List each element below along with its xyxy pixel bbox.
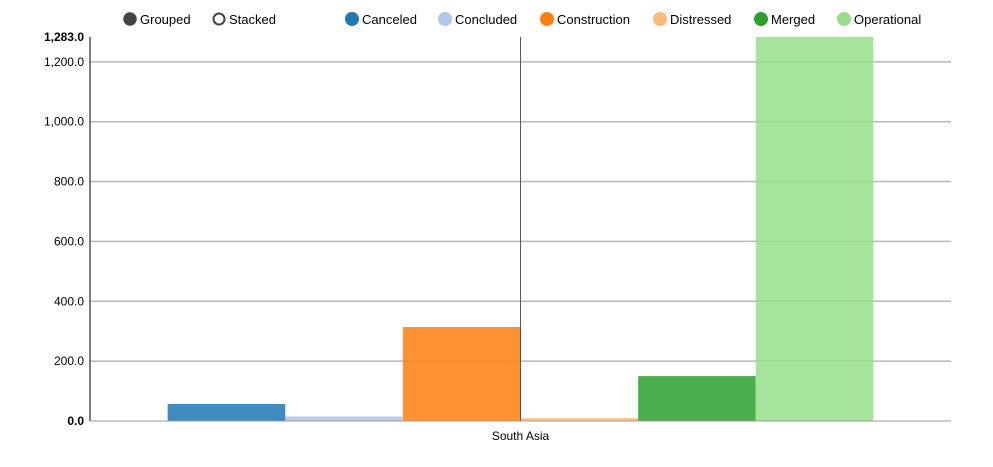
legend-swatch-icon[interactable] [438,12,452,26]
y-tick-label: 400.0 [54,294,84,308]
bar-distressed[interactable] [520,418,639,421]
stacked-option[interactable]: Stacked [212,12,276,27]
legend-item-concluded[interactable]: Concluded [438,12,518,27]
legend-swatch-icon[interactable] [754,12,768,26]
legend: Canceled Concluded Construction Distressed M… [345,12,922,27]
mode-controls: Grouped Stacked [123,12,276,27]
y-tick-label: 1,200.0 [44,55,84,69]
legend-item-construction[interactable]: Construction [540,12,630,27]
y-tick-label: 800.0 [54,175,84,189]
legend-label: Merged [771,12,815,27]
y-tick-label: 0.0 [67,414,84,428]
legend-label: Concluded [455,12,517,27]
legend-item-distressed[interactable]: Distressed [653,12,732,27]
legend-swatch-icon[interactable] [345,12,359,26]
grouped-label: Grouped [140,12,191,27]
axes: 0.0 200.0 400.0 600.0 800.0 1,000.0 1,200.0 1,2… [44,30,951,443]
legend-label: Construction [557,12,630,27]
legend-label: Distressed [670,12,731,27]
legend-item-merged[interactable]: Merged [754,12,816,27]
legend-label: Canceled [362,12,417,27]
bar-concluded[interactable] [285,416,403,421]
legend-item-operational[interactable]: Operational [837,12,922,27]
y-tick-label: 200.0 [54,354,84,368]
legend-item-canceled[interactable]: Canceled [345,12,417,27]
y-tick-label: 1,000.0 [44,115,84,129]
legend-swatch-icon[interactable] [653,12,667,26]
grouped-radio-icon[interactable] [123,12,137,26]
y-tick-label: 600.0 [54,234,84,248]
legend-swatch-icon[interactable] [837,12,851,26]
x-tick-label: South Asia [492,429,550,443]
bar-merged[interactable] [638,376,756,421]
legend-label: Operational [854,12,921,27]
grouped-option[interactable]: Grouped [123,12,191,27]
y-max-label: 1,283.0 [44,30,84,44]
bar-construction[interactable] [402,327,521,421]
bar-operational[interactable] [755,37,874,421]
bars [167,37,874,421]
stacked-label: Stacked [229,12,276,27]
stacked-radio-icon[interactable] [212,12,226,26]
legend-swatch-icon[interactable] [540,12,554,26]
bar-canceled[interactable] [167,403,286,421]
